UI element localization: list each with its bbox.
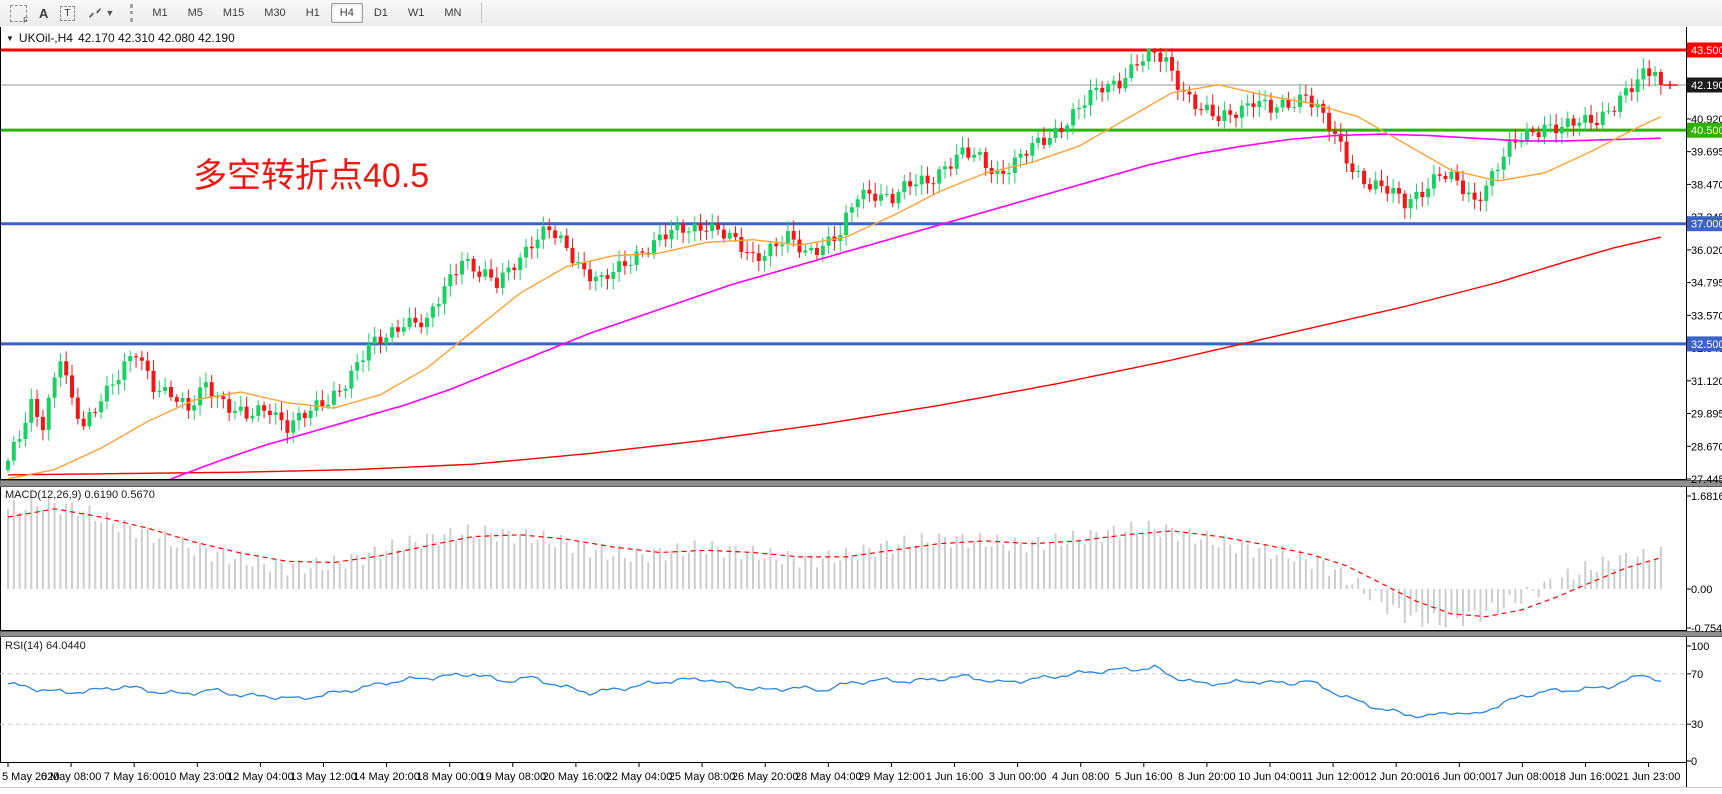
time-tick-label: 28 May 04:00 <box>795 771 862 783</box>
price-tick-label: 28.670 <box>1691 441 1722 453</box>
symbol-overlay: ▼ UKOil-,H4 42.170 42.310 42.080 42.190 <box>6 31 235 45</box>
toolbar-separator <box>481 3 483 23</box>
price-tick-label: 27.445 <box>1691 474 1722 486</box>
time-tick-label: 10 Jun 04:00 <box>1238 771 1302 783</box>
time-tick-label: 19 May 08:00 <box>479 771 546 783</box>
time-tick-label: 1 Jun 16:00 <box>926 771 984 783</box>
time-tick-label: 26 May 20:00 <box>732 771 799 783</box>
time-tick-label: 25 May 08:00 <box>669 771 736 783</box>
panel-splitter[interactable] <box>0 631 1722 637</box>
chart-annotation-text[interactable]: 多空转折点40.5 <box>193 157 430 195</box>
timeframe-group: M1 M5 M15 M30 H1 H4 D1 W1 MN <box>142 3 471 23</box>
price-tick-label: 33.570 <box>1691 310 1722 322</box>
time-tick-label: 21 Jun 23:00 <box>1617 771 1681 783</box>
time-tick-label: 3 Jun 00:00 <box>989 771 1047 783</box>
time-tick-label: 12 May 04:00 <box>227 771 294 783</box>
price-tick-label: 34.795 <box>1691 278 1722 290</box>
time-tick-label: 14 May 20:00 <box>353 771 420 783</box>
timeframe-button-M15[interactable]: M15 <box>222 7 245 19</box>
rsi-tick-label: 30 <box>1691 719 1703 731</box>
rsi-panel[interactable] <box>0 664 1686 725</box>
rsi-line <box>7 664 1661 719</box>
price-tick-label: 39.695 <box>1691 147 1722 159</box>
svg-text:40.500: 40.500 <box>1691 125 1722 137</box>
toolbar: F A T ▼ M1 M5 M15 M30 H1 H4 D1 W1 MN <box>0 0 1722 27</box>
rsi-tick-label: 70 <box>1691 669 1703 681</box>
timeframe-button-MN[interactable]: MN <box>444 7 462 19</box>
level-lines-layer <box>0 48 1686 346</box>
macd-signal-line <box>7 508 1662 618</box>
timeframe-button-M30[interactable]: M30 <box>264 7 286 19</box>
time-tick-label: 18 Jun 16:00 <box>1554 771 1618 783</box>
timeframe-button-M5[interactable]: M5 <box>187 7 203 19</box>
dropdown-caret-icon[interactable]: ▼ <box>105 8 115 18</box>
time-tick-label: 10 May 23:00 <box>164 771 231 783</box>
chart-menu-icon[interactable]: ▼ <box>6 33 14 43</box>
drawing-tools-group: F A T ▼ <box>0 4 124 25</box>
panel-splitter[interactable] <box>0 480 1722 487</box>
ma-slow-red-line[interactable] <box>7 236 1662 476</box>
time-tick-label: 29 May 12:00 <box>858 771 925 783</box>
price-badge-40.500 <box>1687 122 1722 138</box>
arrows-icon <box>89 8 102 18</box>
macd-tick-label: -0.7544 <box>1691 623 1722 635</box>
svg-text:43.500: 43.500 <box>1691 45 1722 57</box>
time-tick-label: 7 May 16:00 <box>104 771 165 783</box>
timeframe-button-M1[interactable]: M1 <box>152 7 168 19</box>
rsi-tick-label: 0 <box>1691 756 1697 768</box>
price-tick-label: 38.470 <box>1691 179 1722 191</box>
template-icon[interactable]: F <box>10 4 28 25</box>
rsi-indicator-label: RSI(14) 64.0440 <box>5 640 86 652</box>
arrows-tool[interactable]: ▼ <box>87 5 114 21</box>
ma-mid-magenta-line[interactable] <box>170 133 1661 480</box>
current-price-badge <box>1687 77 1722 93</box>
svg-text:32.500: 32.500 <box>1691 339 1722 351</box>
time-tick-label: 4 Jun 08:00 <box>1052 771 1110 783</box>
svg-text:37.000: 37.000 <box>1691 219 1722 231</box>
price-tick-label: 31.120 <box>1691 376 1722 388</box>
symbol-ohlc: 42.170 42.310 42.080 42.190 <box>77 31 235 45</box>
ask-marker-icon <box>1663 81 1678 90</box>
time-tick-label: 20 May 16:00 <box>543 771 610 783</box>
timeframe-button-H1[interactable]: H1 <box>305 7 320 19</box>
svg-text:42.190: 42.190 <box>1691 80 1722 92</box>
timeframe-button-W1[interactable]: W1 <box>407 7 425 19</box>
timeframe-button-D1[interactable]: D1 <box>373 7 388 19</box>
candles-layer[interactable] <box>6 47 1663 473</box>
price-badge-37.000 <box>1687 216 1722 232</box>
time-tick-label: 12 Jun 20:00 <box>1364 771 1428 783</box>
time-tick-label: 8 Jun 20:00 <box>1178 771 1236 783</box>
timeframe-button-H4[interactable]: H4 <box>330 3 363 23</box>
price-badge-43.500 <box>1687 42 1722 58</box>
time-tick-label: 11 Jun 12:00 <box>1302 771 1365 783</box>
time-tick-label: 5 Jun 16:00 <box>1115 771 1173 783</box>
time-tick-label: 6 May 08:00 <box>41 771 102 783</box>
symbol-title: UKOil-,H4 <box>18 31 73 45</box>
rsi-tick-label: 100 <box>1691 641 1709 653</box>
price-tick-label: 29.895 <box>1691 409 1722 421</box>
time-tick-label: 16 Jun 00:00 <box>1427 771 1491 783</box>
macd-tick-label: 0.00 <box>1691 584 1712 596</box>
text-icon[interactable]: A <box>39 5 49 21</box>
time-tick-label: 5 May 2020 <box>2 771 59 783</box>
toolbar-drag-handle[interactable] <box>130 4 136 22</box>
price-badge-32.500 <box>1687 336 1722 352</box>
macd-panel[interactable] <box>7 496 1662 628</box>
macd-indicator-label: MACD(12,26,9) 0.6190 0.5670 <box>5 489 155 501</box>
time-tick-label: 18 May 00:00 <box>416 771 483 783</box>
time-tick-label: 13 May 12:00 <box>290 771 357 783</box>
price-tick-label: 36.020 <box>1691 245 1722 257</box>
label-icon[interactable]: T <box>60 5 76 21</box>
macd-tick-label: 1.6816 <box>1691 491 1722 503</box>
time-tick-label: 17 Jun 08:00 <box>1491 771 1555 783</box>
time-tick-label: 22 May 04:00 <box>606 771 673 783</box>
price-axis[interactable]: 43.37042.14540.92039.69538.47037.24536.0… <box>1686 42 1722 769</box>
ma-fast-orange-line[interactable] <box>7 83 1662 480</box>
